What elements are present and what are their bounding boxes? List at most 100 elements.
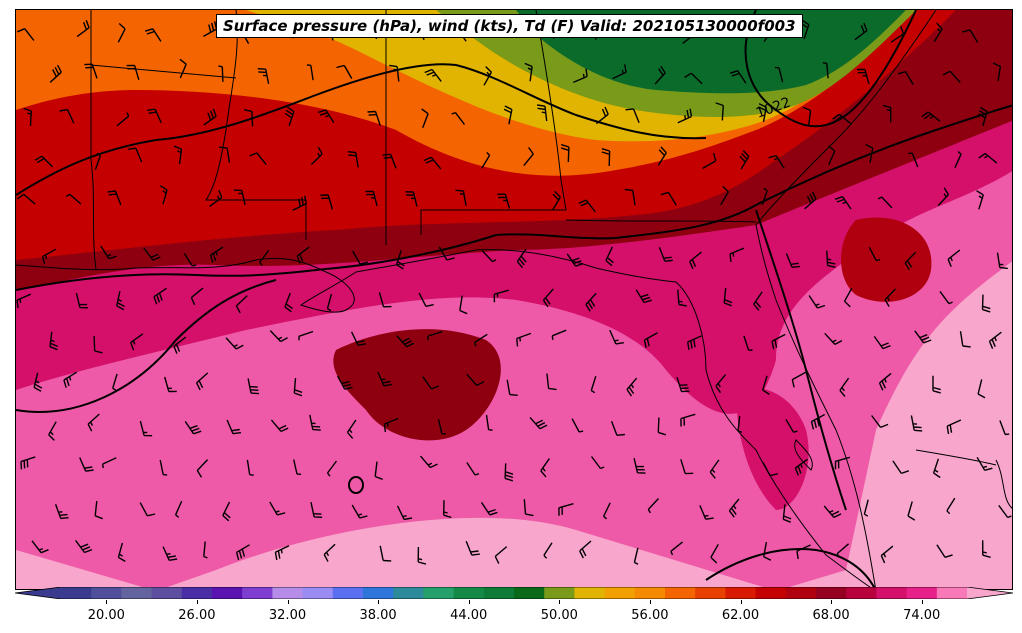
wind-barb (481, 250, 497, 263)
wind-barb (225, 337, 244, 350)
wind-barb (504, 463, 514, 482)
wind-barb (763, 541, 772, 561)
colorbar-bin (544, 587, 575, 599)
colorbar-tick-label: 32.00 (268, 608, 307, 623)
wind-barb (233, 189, 246, 206)
wind-barb (877, 196, 893, 209)
colorbar-bin (574, 587, 606, 599)
wind-barb (802, 106, 812, 126)
wind-barb (466, 373, 485, 387)
wind-barb (978, 152, 998, 164)
wind-barb (33, 372, 43, 392)
wind-barb (516, 248, 527, 269)
wind-barb (235, 295, 248, 314)
wind-barb (932, 458, 941, 479)
colorbar-bin (181, 587, 213, 599)
wind-barb (443, 500, 452, 519)
colorbar-tick-mark (559, 600, 561, 604)
wind-barb (293, 459, 302, 475)
wind-barb (946, 497, 956, 515)
wind-barb (684, 72, 703, 85)
wind-barb (378, 292, 392, 308)
colorbar-bin (846, 587, 877, 599)
wind-barb (936, 544, 953, 558)
wind-barb (774, 66, 784, 83)
wind-barb (310, 146, 323, 166)
wind-barb (219, 146, 231, 163)
wind-barb (377, 371, 392, 387)
wind-barb (609, 329, 624, 345)
colorbar-bin (363, 587, 394, 599)
wind-barb (737, 415, 743, 433)
wind-barb (65, 193, 82, 205)
bahamas-outline (915, 449, 997, 466)
wind-barb (367, 110, 381, 126)
colorbar-bin (121, 587, 153, 599)
wind-barb (729, 247, 745, 262)
wind-barb (346, 419, 357, 439)
wind-barb (16, 193, 36, 205)
wind-barb (758, 103, 767, 123)
wind-barb (203, 21, 218, 38)
colorbar-bin (61, 587, 92, 599)
wind-barb (48, 421, 57, 441)
wind-barb (810, 413, 826, 430)
wind-barb (625, 108, 640, 124)
wind-barb (942, 70, 961, 83)
colorbar-bin (906, 587, 938, 599)
wind-barb (843, 287, 853, 308)
wind-barb (451, 111, 466, 125)
wind-barb (709, 459, 720, 479)
wind-barb (159, 459, 168, 476)
wind-barb (259, 249, 270, 266)
wind-barb (962, 29, 979, 43)
isobars (16, 10, 1012, 589)
wind-barb (612, 64, 627, 80)
wind-barb (822, 62, 829, 79)
wind-barb (310, 502, 323, 518)
colorbar-bin (272, 587, 304, 599)
wind-barb (183, 253, 197, 267)
wind-barb (93, 335, 103, 354)
wind-barb (79, 457, 94, 472)
wind-barb (824, 332, 843, 346)
wind-barb (130, 333, 144, 351)
wind-barb (162, 546, 178, 561)
wind-barb (542, 288, 554, 308)
wind-barb (677, 108, 693, 124)
wind-barb (954, 151, 962, 169)
wind-barb (195, 372, 209, 391)
colorbar (15, 587, 1013, 599)
wind-barb (715, 374, 727, 394)
dewpoint-map: 1022 (16, 10, 1012, 589)
wind-barb (832, 113, 852, 125)
wind-barb (16, 293, 32, 309)
wind-barb (365, 190, 378, 207)
wind-barb (116, 291, 125, 311)
wind-barb (947, 249, 961, 267)
colorbar-tick-label: 26.00 (178, 608, 216, 623)
wind-barb (910, 415, 923, 432)
wind-barb (529, 416, 548, 430)
wind-barb (306, 64, 314, 81)
wind-barb (493, 289, 509, 303)
wind-barb (117, 22, 126, 43)
isobar-northeast (744, 10, 917, 128)
wind-barb (296, 246, 310, 264)
wind-barb (506, 379, 518, 396)
wind-barb (127, 147, 143, 163)
wind-barb (243, 109, 254, 127)
wind-barb (937, 187, 949, 207)
wind-barb (536, 104, 548, 122)
wind-barb (209, 189, 223, 207)
wind-barb (17, 28, 35, 41)
wind-barb (715, 102, 724, 121)
isobar-south (705, 548, 877, 589)
wind-barb (670, 541, 684, 556)
wind-barb (743, 335, 753, 351)
wind-barb (292, 195, 307, 211)
state-border-west (90, 10, 97, 271)
colorbar-tick-mark (468, 600, 470, 604)
wind-barb (808, 295, 826, 309)
wind-barb (422, 376, 440, 390)
